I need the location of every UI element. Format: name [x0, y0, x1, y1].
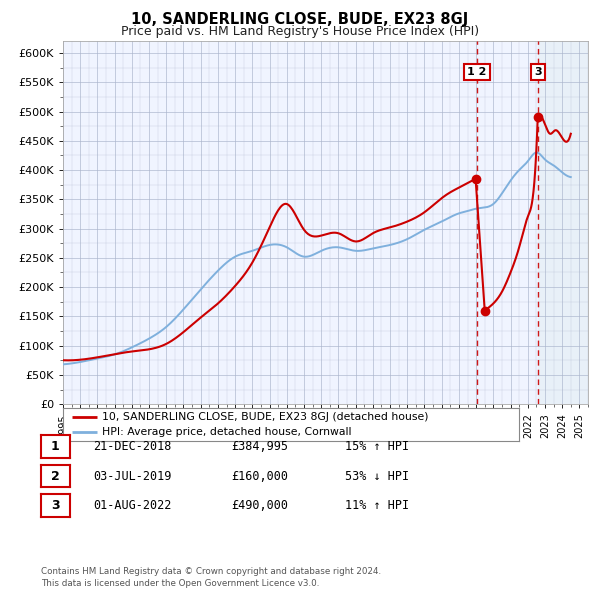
- Text: 3: 3: [51, 499, 59, 512]
- Text: Contains HM Land Registry data © Crown copyright and database right 2024.
This d: Contains HM Land Registry data © Crown c…: [41, 568, 381, 588]
- Text: 15% ↑ HPI: 15% ↑ HPI: [345, 440, 409, 453]
- Text: 10, SANDERLING CLOSE, BUDE, EX23 8GJ: 10, SANDERLING CLOSE, BUDE, EX23 8GJ: [131, 12, 469, 27]
- Text: 03-JUL-2019: 03-JUL-2019: [93, 470, 172, 483]
- Text: HPI: Average price, detached house, Cornwall: HPI: Average price, detached house, Corn…: [102, 427, 351, 437]
- Text: £160,000: £160,000: [231, 470, 288, 483]
- Bar: [538, 41, 588, 404]
- Text: 3: 3: [534, 67, 542, 77]
- Text: 10, SANDERLING CLOSE, BUDE, EX23 8GJ (detached house): 10, SANDERLING CLOSE, BUDE, EX23 8GJ (de…: [102, 412, 428, 422]
- Text: 11% ↑ HPI: 11% ↑ HPI: [345, 499, 409, 512]
- Text: £384,995: £384,995: [231, 440, 288, 453]
- Text: 2: 2: [51, 470, 59, 483]
- Text: Price paid vs. HM Land Registry's House Price Index (HPI): Price paid vs. HM Land Registry's House …: [121, 25, 479, 38]
- Text: 01-AUG-2022: 01-AUG-2022: [93, 499, 172, 512]
- Text: 1 2: 1 2: [467, 67, 487, 77]
- Text: 21-DEC-2018: 21-DEC-2018: [93, 440, 172, 453]
- Text: 1: 1: [51, 440, 59, 453]
- Text: 53% ↓ HPI: 53% ↓ HPI: [345, 470, 409, 483]
- Text: £490,000: £490,000: [231, 499, 288, 512]
